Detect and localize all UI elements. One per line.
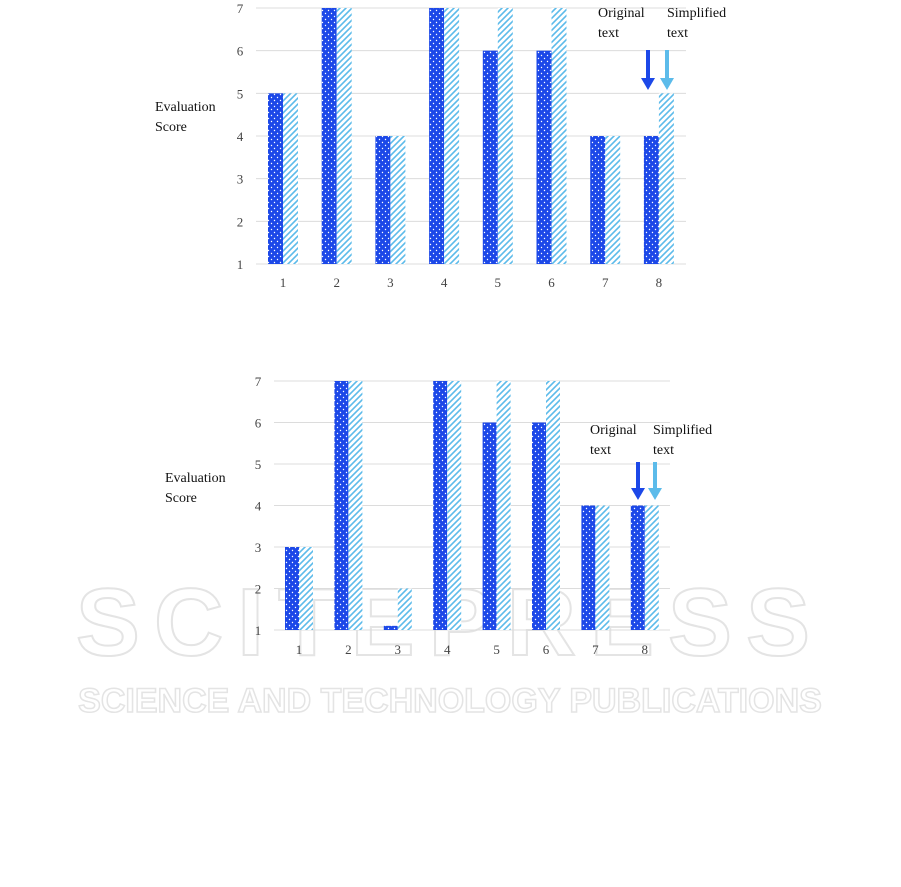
y-tick-label: 2 (255, 582, 262, 597)
y-tick-label: 3 (237, 172, 244, 187)
legend-label: Simplified text (667, 6, 726, 41)
bar (447, 381, 462, 630)
y-tick-label: 7 (237, 1, 244, 16)
bar (496, 381, 511, 630)
bar (546, 381, 560, 630)
bar (321, 8, 337, 264)
x-tick-label: 2 (345, 642, 352, 657)
legend-label: Simplified text (653, 423, 712, 458)
bar (397, 588, 412, 630)
y-tick-label: 1 (255, 623, 262, 638)
bar (532, 422, 546, 630)
bar (444, 8, 460, 264)
y-tick-label: 4 (255, 499, 262, 514)
bar (375, 136, 391, 264)
legend-label: Original text (590, 423, 637, 458)
legend-arrow-head (641, 78, 655, 90)
bar (644, 505, 659, 630)
watermark-subtitle: SCIENCE AND TECHNOLOGY PUBLICATIONS (78, 682, 822, 720)
y-axis-label: Evaluation Score (165, 471, 226, 506)
x-tick-label: 1 (280, 275, 287, 290)
bar (334, 381, 349, 630)
y-tick-label: 4 (237, 129, 244, 144)
y-tick-label: 5 (255, 457, 262, 472)
x-tick-label: 1 (296, 642, 303, 657)
y-tick-label: 7 (255, 374, 262, 389)
bar (299, 547, 313, 630)
bar (283, 93, 298, 264)
bar (285, 547, 299, 630)
y-axis-label: Evaluation Score (155, 100, 216, 135)
x-tick-label: 5 (495, 275, 502, 290)
legend-label: Original text (598, 6, 645, 41)
y-tick-label: 2 (237, 214, 244, 229)
x-tick-label: 4 (444, 642, 451, 657)
x-tick-label: 5 (493, 642, 500, 657)
y-tick-label: 6 (255, 416, 262, 431)
y-tick-label: 1 (237, 257, 244, 272)
bar (268, 93, 283, 264)
y-tick-label: 3 (255, 540, 262, 555)
y-tick-label: 6 (237, 44, 244, 59)
x-tick-label: 7 (592, 642, 599, 657)
x-tick-label: 7 (602, 275, 609, 290)
x-tick-label: 6 (548, 275, 555, 290)
bar (658, 93, 674, 264)
x-tick-label: 6 (543, 642, 550, 657)
bar (590, 136, 606, 264)
bar (336, 8, 352, 264)
x-tick-label: 8 (656, 275, 663, 290)
bar (383, 625, 398, 630)
bar (433, 381, 448, 630)
x-tick-label: 3 (387, 275, 394, 290)
bar (536, 50, 552, 264)
bar (482, 50, 498, 264)
bar (390, 136, 406, 264)
legend-arrow-head (648, 488, 662, 500)
x-tick-label: 8 (642, 642, 649, 657)
bar (595, 505, 610, 630)
bar (630, 505, 645, 630)
bar (348, 381, 363, 630)
bar (482, 422, 497, 630)
legend-arrow-head (631, 488, 645, 500)
x-tick-label: 3 (395, 642, 402, 657)
bar (497, 8, 513, 264)
x-tick-label: 2 (333, 275, 340, 290)
bar (581, 505, 596, 630)
bar (551, 8, 567, 264)
bar (605, 136, 621, 264)
bar (643, 136, 659, 264)
x-tick-label: 4 (441, 275, 448, 290)
legend-arrow-head (660, 78, 674, 90)
bar (429, 8, 445, 264)
y-tick-label: 5 (237, 86, 244, 101)
